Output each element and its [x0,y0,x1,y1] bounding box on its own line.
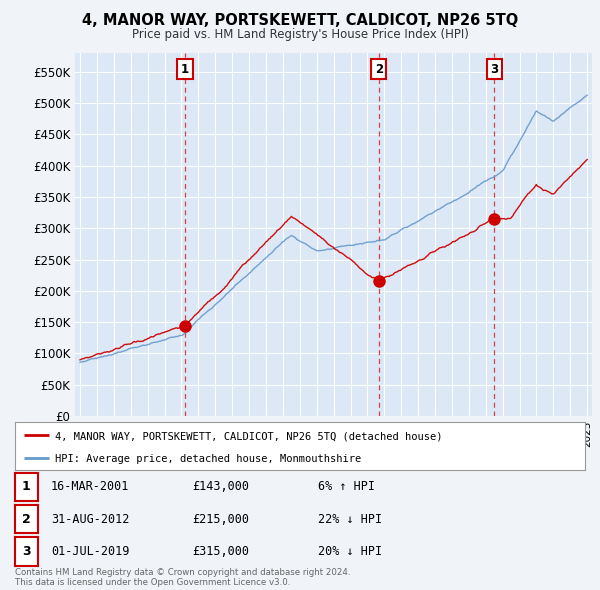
Text: 31-AUG-2012: 31-AUG-2012 [51,513,130,526]
Text: £143,000: £143,000 [192,480,249,493]
Text: Contains HM Land Registry data © Crown copyright and database right 2024.: Contains HM Land Registry data © Crown c… [15,568,350,577]
Text: 22% ↓ HPI: 22% ↓ HPI [318,513,382,526]
Text: £315,000: £315,000 [192,545,249,558]
Text: This data is licensed under the Open Government Licence v3.0.: This data is licensed under the Open Gov… [15,578,290,587]
Text: 20% ↓ HPI: 20% ↓ HPI [318,545,382,558]
Text: 1: 1 [22,480,31,493]
Text: HPI: Average price, detached house, Monmouthshire: HPI: Average price, detached house, Monm… [55,454,361,464]
Text: 3: 3 [490,63,498,76]
Text: 01-JUL-2019: 01-JUL-2019 [51,545,130,558]
Text: Price paid vs. HM Land Registry's House Price Index (HPI): Price paid vs. HM Land Registry's House … [131,28,469,41]
Text: 1: 1 [181,63,189,76]
Text: 4, MANOR WAY, PORTSKEWETT, CALDICOT, NP26 5TQ: 4, MANOR WAY, PORTSKEWETT, CALDICOT, NP2… [82,13,518,28]
Text: 4, MANOR WAY, PORTSKEWETT, CALDICOT, NP26 5TQ (detached house): 4, MANOR WAY, PORTSKEWETT, CALDICOT, NP2… [55,431,442,441]
Text: £215,000: £215,000 [192,513,249,526]
Text: 2: 2 [374,63,383,76]
Text: 2: 2 [22,513,31,526]
Text: 16-MAR-2001: 16-MAR-2001 [51,480,130,493]
Text: 6% ↑ HPI: 6% ↑ HPI [318,480,375,493]
Text: 3: 3 [22,545,31,558]
